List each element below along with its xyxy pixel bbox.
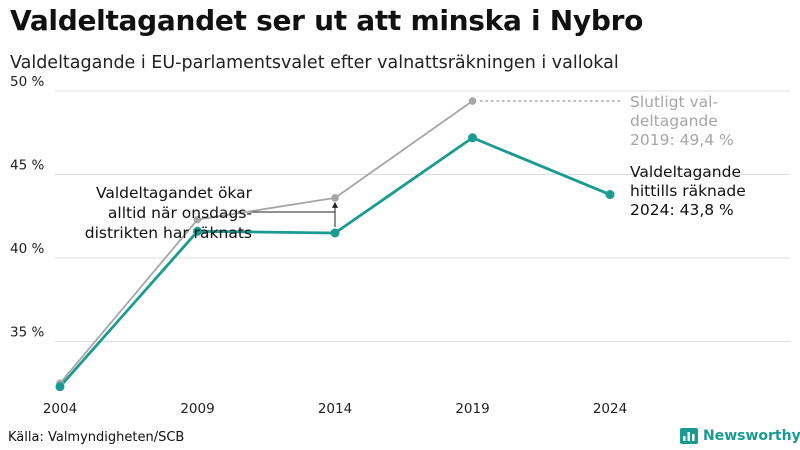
y-tick-label: 45 %: [10, 158, 44, 174]
y-tick-label: 40 %: [10, 241, 44, 257]
newsworthy-logo: Newsworthy: [680, 428, 800, 444]
x-tick-label: 2019: [455, 401, 489, 417]
preliminary-series-label-line: Valdeltagande: [630, 163, 741, 181]
preliminary-series-label-line: 2024: 43,8 %: [630, 201, 734, 219]
preliminary-series-label-line: hittills räknade: [630, 182, 746, 200]
x-tick-label: 2009: [180, 401, 214, 417]
final-series-label-line: Slutligt val-: [630, 93, 718, 111]
preliminary-series-line: [58, 136, 611, 388]
annotations: Slutligt val-deltagande 2019: 49,4 % Valde…: [85, 93, 746, 242]
annotation-note-line: alltid när onsdags-: [108, 204, 252, 222]
chart-title: Valdeltagandet ser ut att minska i Nybro: [10, 4, 644, 37]
annotation-arrow: [238, 201, 338, 227]
annotation-note-line: distrikten har räknats: [85, 224, 252, 242]
preliminary-data-point: [330, 228, 340, 238]
final-series-label: Slutligt val-deltagande 2019: 49,4 %: [630, 93, 734, 149]
final-series-label-line: 2019: 49,4 %: [630, 131, 734, 149]
source-note: Källa: Valmyndigheten/SCB: [8, 430, 185, 445]
preliminary-data-point: [55, 382, 65, 392]
series-lines: [58, 100, 611, 388]
x-axis-labels: 2004 2009 2014 2019 2024: [43, 401, 627, 417]
preliminary-series-label: Valdeltagande hittills räknade 2024: 43,8 …: [630, 163, 746, 219]
y-tick-label: 50 %: [10, 74, 44, 90]
annotation-note-line: Valdeltagandet ökar: [96, 184, 253, 202]
final-data-point: [193, 215, 202, 224]
preliminary-data-point: [468, 133, 477, 143]
preliminary-data-point: [605, 190, 615, 200]
x-tick-label: 2024: [593, 401, 627, 417]
chart-subtitle: Valdeltagande i EU-parlamentsvalet efter…: [10, 53, 619, 73]
final-series-line: [59, 100, 474, 384]
data-points: [55, 97, 615, 392]
annotation-note: Valdeltagandet ökar alltid när onsdags-di…: [85, 184, 253, 242]
bar-chart-icon: [680, 428, 698, 444]
final-data-point: [468, 97, 477, 105]
x-tick-label: 2004: [43, 401, 77, 417]
final-series-label-line: deltagande: [630, 112, 718, 130]
logo-text: Newsworthy: [703, 428, 800, 444]
y-axis-labels: 35 % 40 % 45 % 50 %: [10, 74, 44, 341]
line-chart: 35 % 40 % 45 % 50 % 2004 2009 2014 2019 2024 Sl…: [10, 74, 790, 417]
y-tick-label: 35 %: [10, 325, 44, 341]
gridlines: [55, 90, 790, 343]
preliminary-data-point: [193, 226, 202, 236]
final-data-point: [331, 194, 339, 202]
x-tick-label: 2014: [318, 401, 352, 417]
arrow-head: [332, 201, 338, 208]
